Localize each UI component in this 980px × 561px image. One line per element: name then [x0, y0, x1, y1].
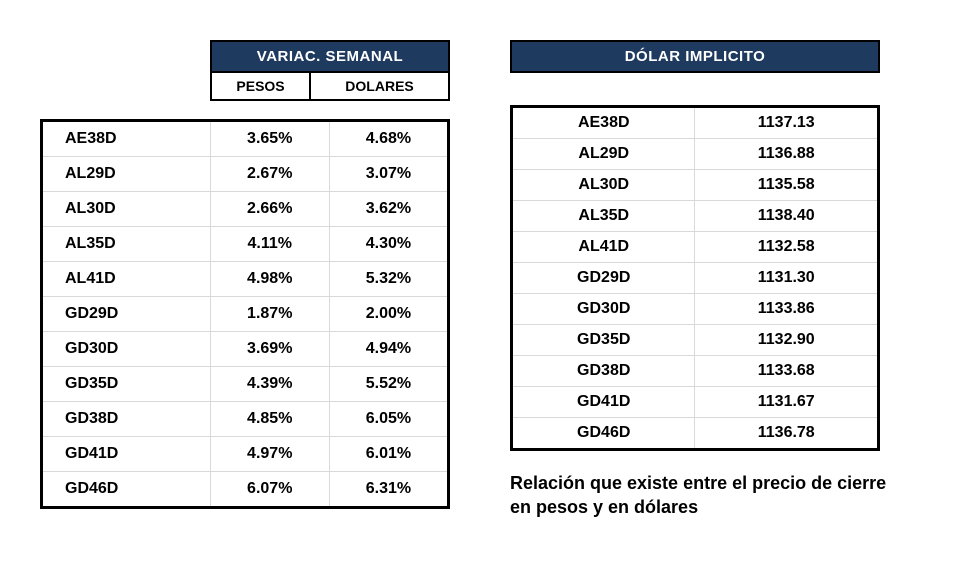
variac-header-table: VARIAC. SEMANAL PESOS DOLARES [210, 40, 450, 101]
ticker-cell: GD46D [42, 472, 211, 508]
pesos-cell: 2.67% [210, 157, 329, 192]
dolares-cell: 5.52% [329, 367, 448, 402]
table-row: GD35D1132.90 [512, 325, 879, 356]
pesos-cell: 4.98% [210, 262, 329, 297]
table-row: GD35D4.39%5.52% [42, 367, 449, 402]
page-container: VARIAC. SEMANAL PESOS DOLARES AE38D3.65%… [0, 0, 980, 520]
value-cell: 1132.58 [695, 232, 879, 263]
ticker-cell: AL30D [42, 192, 211, 227]
dolares-cell: 3.62% [329, 192, 448, 227]
ticker-cell: GD38D [42, 402, 211, 437]
table-row: AE38D1137.13 [512, 107, 879, 139]
ticker-cell: AL29D [42, 157, 211, 192]
ticker-cell: GD30D [42, 332, 211, 367]
pesos-cell: 2.66% [210, 192, 329, 227]
table-row: AL35D1138.40 [512, 201, 879, 232]
ticker-cell: GD35D [512, 325, 695, 356]
pesos-cell: 4.97% [210, 437, 329, 472]
ticker-cell: AE38D [512, 107, 695, 139]
table-row: GD41D4.97%6.01% [42, 437, 449, 472]
dolimp-data-table: AE38D1137.13AL29D1136.88AL30D1135.58AL35… [510, 105, 880, 451]
pesos-cell: 4.85% [210, 402, 329, 437]
ticker-cell: GD29D [42, 297, 211, 332]
ticker-cell: GD35D [42, 367, 211, 402]
dolimp-header-table: DÓLAR IMPLICITO [510, 40, 880, 73]
dolares-cell: 6.01% [329, 437, 448, 472]
value-cell: 1133.86 [695, 294, 879, 325]
value-cell: 1132.90 [695, 325, 879, 356]
variac-title: VARIAC. SEMANAL [211, 41, 449, 72]
ticker-cell: GD41D [512, 387, 695, 418]
pesos-cell: 3.69% [210, 332, 329, 367]
dolares-cell: 4.94% [329, 332, 448, 367]
value-cell: 1136.88 [695, 139, 879, 170]
ticker-cell: GD38D [512, 356, 695, 387]
ticker-cell: GD29D [512, 263, 695, 294]
ticker-cell: AL35D [42, 227, 211, 262]
table-row: AE38D3.65%4.68% [42, 121, 449, 157]
value-cell: 1133.68 [695, 356, 879, 387]
pesos-cell: 3.65% [210, 121, 329, 157]
dolimp-caption: Relación que existe entre el precio de c… [510, 471, 900, 520]
value-cell: 1137.13 [695, 107, 879, 139]
ticker-cell: AL30D [512, 170, 695, 201]
table-row: AL30D1135.58 [512, 170, 879, 201]
table-row: AL29D1136.88 [512, 139, 879, 170]
table-row: AL41D1132.58 [512, 232, 879, 263]
pesos-cell: 4.11% [210, 227, 329, 262]
table-row: GD38D4.85%6.05% [42, 402, 449, 437]
dolares-cell: 6.05% [329, 402, 448, 437]
ticker-cell: AL35D [512, 201, 695, 232]
table-row: GD38D1133.68 [512, 356, 879, 387]
dolares-cell: 3.07% [329, 157, 448, 192]
table-row: AL30D2.66%3.62% [42, 192, 449, 227]
dolares-cell: 4.68% [329, 121, 448, 157]
value-cell: 1138.40 [695, 201, 879, 232]
table-row: GD46D1136.78 [512, 418, 879, 450]
dolares-cell: 6.31% [329, 472, 448, 508]
dolares-cell: 4.30% [329, 227, 448, 262]
pesos-cell: 4.39% [210, 367, 329, 402]
variac-col-dolares: DOLARES [310, 72, 449, 100]
value-cell: 1131.30 [695, 263, 879, 294]
ticker-cell: AL29D [512, 139, 695, 170]
value-cell: 1135.58 [695, 170, 879, 201]
dolares-cell: 5.32% [329, 262, 448, 297]
table-row: GD30D3.69%4.94% [42, 332, 449, 367]
ticker-cell: AL41D [512, 232, 695, 263]
table-row: GD41D1131.67 [512, 387, 879, 418]
ticker-cell: AE38D [42, 121, 211, 157]
dolares-cell: 2.00% [329, 297, 448, 332]
variac-data-table: AE38D3.65%4.68%AL29D2.67%3.07%AL30D2.66%… [40, 119, 450, 509]
table-row: AL35D4.11%4.30% [42, 227, 449, 262]
ticker-cell: AL41D [42, 262, 211, 297]
table-row: GD46D6.07%6.31% [42, 472, 449, 508]
variac-section: VARIAC. SEMANAL PESOS DOLARES AE38D3.65%… [40, 40, 450, 509]
table-row: GD30D1133.86 [512, 294, 879, 325]
ticker-cell: GD41D [42, 437, 211, 472]
value-cell: 1136.78 [695, 418, 879, 450]
table-row: GD29D1131.30 [512, 263, 879, 294]
dolimp-section: DÓLAR IMPLICITO AE38D1137.13AL29D1136.88… [510, 40, 900, 520]
pesos-cell: 1.87% [210, 297, 329, 332]
table-row: AL29D2.67%3.07% [42, 157, 449, 192]
value-cell: 1131.67 [695, 387, 879, 418]
ticker-cell: GD46D [512, 418, 695, 450]
table-row: AL41D4.98%5.32% [42, 262, 449, 297]
ticker-cell: GD30D [512, 294, 695, 325]
table-row: GD29D1.87%2.00% [42, 297, 449, 332]
dolimp-title: DÓLAR IMPLICITO [511, 41, 879, 72]
variac-col-pesos: PESOS [211, 72, 310, 100]
pesos-cell: 6.07% [210, 472, 329, 508]
